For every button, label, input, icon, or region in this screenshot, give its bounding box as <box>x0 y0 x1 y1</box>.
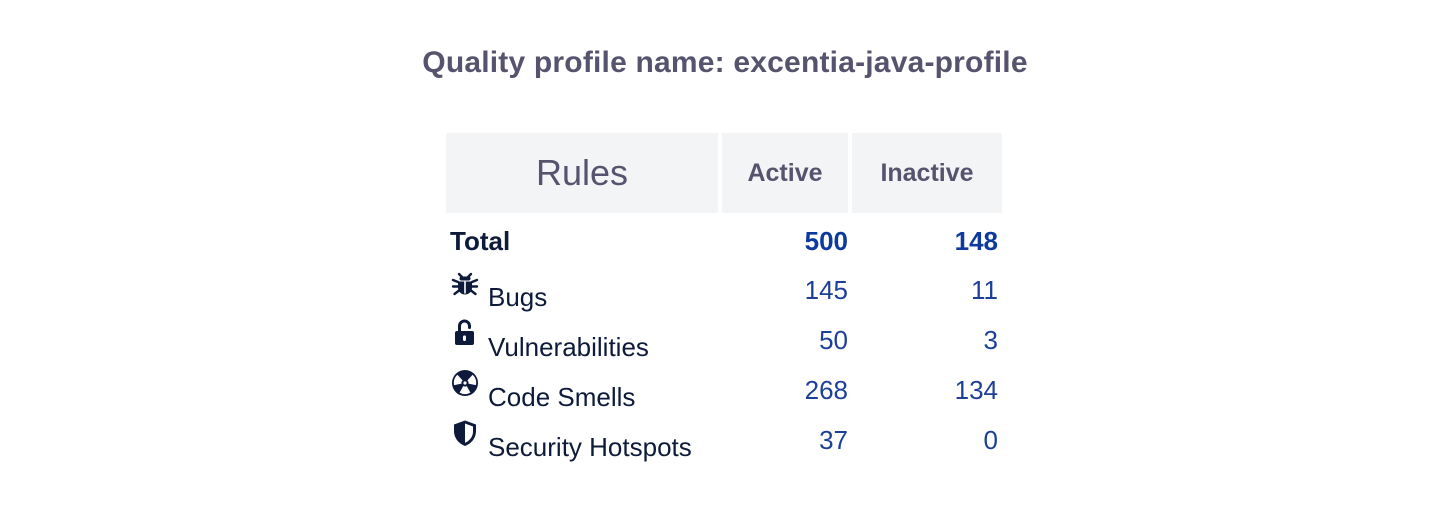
vulnerabilities-inactive-count: 3 <box>983 324 998 355</box>
code-smells-active-count: 268 <box>804 374 848 405</box>
table-row-vulnerabilities: Vulnerabilities 50 3 <box>446 315 1002 365</box>
security-hotspots-active-count: 37 <box>819 424 848 455</box>
total-inactive-count: 148 <box>954 225 998 256</box>
table-header-row: Rules Active Inactive <box>446 133 1002 213</box>
row-label-security-hotspots: Security Hotspots <box>488 431 692 462</box>
unlocked-padlock-icon <box>450 318 480 348</box>
radiation-icon <box>450 368 480 398</box>
header-active: Active <box>722 133 852 213</box>
rules-table: Rules Active Inactive Total 500 148 <box>446 133 1002 465</box>
bugs-active-count: 145 <box>804 274 848 305</box>
security-hotspots-inactive-count: 0 <box>983 424 998 455</box>
page-title: Quality profile name: excentia-java-prof… <box>422 46 1028 79</box>
table-row-total: Total 500 148 <box>446 213 1002 265</box>
header-inactive: Inactive <box>852 133 1002 213</box>
row-label-vulnerabilities: Vulnerabilities <box>488 331 649 362</box>
vulnerabilities-active-count: 50 <box>819 324 848 355</box>
bugs-inactive-count: 11 <box>971 274 998 305</box>
row-label-code-smells: Code Smells <box>488 381 636 412</box>
shield-icon <box>450 418 480 448</box>
table-row-security-hotspots: Security Hotspots 37 0 <box>446 415 1002 465</box>
bug-icon <box>450 268 480 298</box>
total-label: Total <box>450 225 511 256</box>
table-row-bugs: Bugs 145 11 <box>446 265 1002 315</box>
total-active-count: 500 <box>804 225 848 256</box>
code-smells-inactive-count: 134 <box>954 374 998 405</box>
table-row-code-smells: Code Smells 268 134 <box>446 365 1002 415</box>
header-rules: Rules <box>446 133 722 213</box>
row-label-bugs: Bugs <box>488 281 548 312</box>
